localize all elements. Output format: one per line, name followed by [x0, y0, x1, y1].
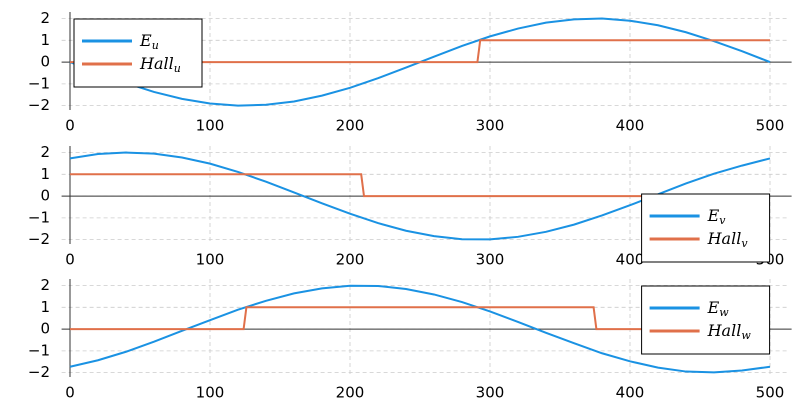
x-tick-label: 300	[476, 384, 505, 402]
series-line	[70, 39, 770, 64]
y-tick-label: 0	[40, 53, 50, 71]
legend-name: E	[139, 31, 152, 50]
x-tick-label: 300	[476, 251, 505, 269]
legend-label: Eu	[139, 31, 159, 53]
x-tick-label: 0	[65, 117, 75, 135]
x-tick-label: 400	[616, 117, 645, 135]
legend-label: Ew	[707, 298, 730, 320]
legend-label: Ev	[707, 206, 727, 228]
legend-name: Hall	[139, 54, 174, 73]
y-tick-label: 1	[40, 31, 50, 49]
legend-subscript: v	[719, 214, 726, 227]
x-tick-label: 400	[616, 384, 645, 402]
x-tick-label: 200	[336, 251, 365, 269]
legend-box	[641, 193, 771, 263]
y-tick-label: −2	[28, 363, 50, 381]
legend-box	[641, 285, 771, 355]
y-tick-label: −1	[28, 341, 50, 359]
x-tick-label: 100	[196, 117, 225, 135]
legend-box	[73, 18, 203, 88]
y-tick-label: 2	[40, 9, 50, 27]
y-tick-label: 1	[40, 165, 50, 183]
x-tick-label: 200	[336, 384, 365, 402]
legend-subscript: u	[174, 62, 181, 75]
y-tick-label: 0	[40, 320, 50, 338]
x-tick-label: 0	[65, 251, 75, 269]
legend-name: Hall	[707, 229, 742, 248]
x-tick-label: 500	[756, 117, 785, 135]
y-tick-label: 2	[40, 276, 50, 294]
legend-name: E	[707, 298, 720, 317]
y-tick-label: 1	[40, 298, 50, 316]
y-tick-label: −2	[28, 230, 50, 248]
legend-label: Hallv	[707, 229, 749, 251]
x-tick-label: 100	[196, 251, 225, 269]
y-tick-label: −1	[28, 74, 50, 92]
y-tick-label: 0	[40, 187, 50, 205]
legend-label: Hallw	[707, 321, 752, 343]
legend-subscript: v	[741, 237, 748, 250]
legend-subscript: w	[741, 329, 751, 342]
legend-name: Hall	[707, 321, 742, 340]
x-tick-label: 0	[65, 384, 75, 402]
legend-label: Hallu	[139, 54, 181, 76]
legend-subscript: u	[152, 39, 159, 52]
y-tick-label: −1	[28, 208, 50, 226]
legend-name: E	[707, 206, 720, 225]
x-tick-label: 200	[336, 117, 365, 135]
x-tick-label: 300	[476, 117, 505, 135]
x-tick-label: 500	[756, 384, 785, 402]
y-tick-label: 2	[40, 143, 50, 161]
y-tick-label: −2	[28, 96, 50, 114]
x-tick-label: 400	[616, 251, 645, 269]
series-line	[70, 306, 770, 331]
x-tick-label: 100	[196, 384, 225, 402]
series-line	[70, 173, 770, 198]
legend-subscript: w	[719, 306, 729, 319]
